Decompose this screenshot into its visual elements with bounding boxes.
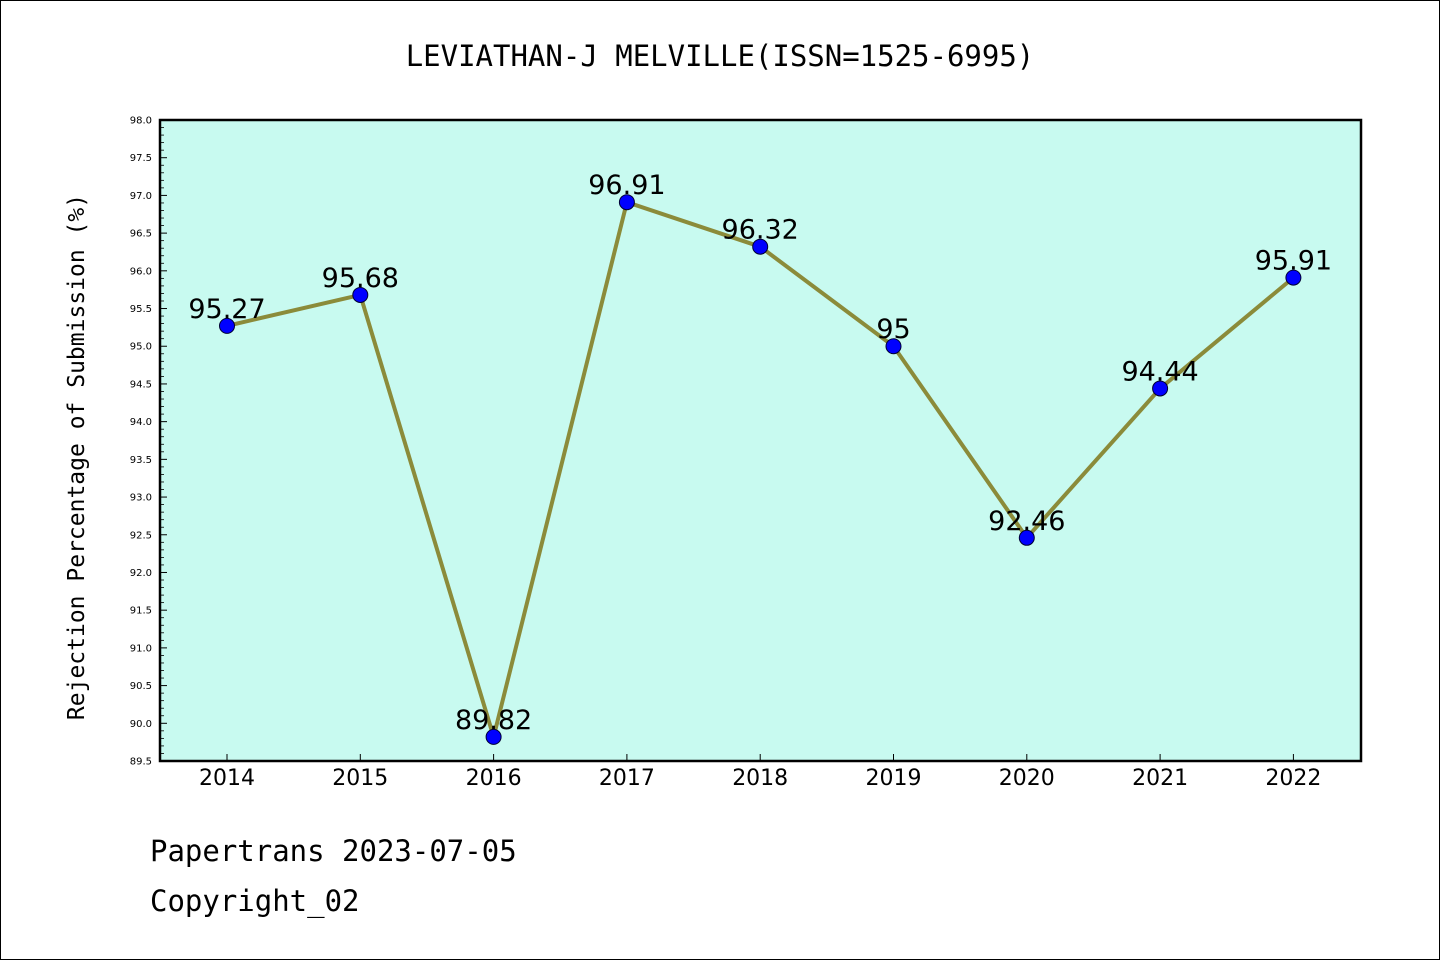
x-tick-label: 2014 <box>199 766 255 791</box>
y-tick-label: 97.0 <box>130 191 152 202</box>
plot-border <box>158 118 1363 763</box>
footer-copyright: Copyright_02 <box>150 884 360 918</box>
x-axis: 2014 2015 2016 2017 2018 2019 2020 2021 2022 <box>199 754 1321 791</box>
data-label: 96.91 <box>588 170 665 201</box>
x-tick-label: 2022 <box>1265 766 1321 791</box>
data-point <box>618 194 635 211</box>
y-axis-label: Rejection Percentage of Submission (%) <box>64 194 90 720</box>
x-tick-label: 2017 <box>599 766 655 791</box>
y-tick-label: 92.0 <box>130 568 152 579</box>
data-label: 95.91 <box>1255 246 1332 277</box>
y-axis: 89.5 90.0 90.5 91.0 91.5 92.0 92.5 93.0 93.5 94.0… <box>130 116 167 768</box>
x-tick-label: 2018 <box>732 766 788 791</box>
y-tick-label: 95.0 <box>130 342 152 353</box>
y-tick-label: 96.5 <box>130 229 152 240</box>
y-tick-label: 90.0 <box>130 719 152 730</box>
data-label: 95 <box>876 314 910 345</box>
data-label: 95.68 <box>322 263 399 294</box>
y-tick-label: 98.0 <box>130 116 152 127</box>
x-tick-label: 2020 <box>999 766 1055 791</box>
data-label: 92.46 <box>988 506 1065 537</box>
data-point <box>485 728 502 745</box>
data-point <box>752 238 769 255</box>
y-tick-label: 94.0 <box>130 417 152 428</box>
y-tick-label: 93.5 <box>130 455 152 466</box>
y-tick-label: 91.5 <box>130 606 152 617</box>
y-tick-label: 97.5 <box>130 153 152 164</box>
y-tick-label: 96.0 <box>130 266 152 277</box>
x-tick-label: 2021 <box>1132 766 1188 791</box>
y-tick-label: 95.5 <box>130 304 152 315</box>
chart-title: LEVIATHAN-J MELVILLE(ISSN=1525-6995) <box>406 39 1035 73</box>
y-tick-label: 91.0 <box>130 643 152 654</box>
y-tick-label: 94.5 <box>130 379 152 390</box>
y-tick-label: 89.5 <box>130 757 152 768</box>
data-point <box>1018 529 1035 546</box>
data-label: 95.27 <box>188 294 265 325</box>
data-point <box>352 286 369 303</box>
x-tick-label: 2015 <box>332 766 388 791</box>
plot-area <box>160 120 1361 761</box>
footer-source: Papertrans 2023-07-05 <box>150 834 517 868</box>
data-point <box>885 338 902 355</box>
y-tick-label: 90.5 <box>130 681 152 692</box>
data-label: 96.32 <box>722 215 799 246</box>
data-label: 89.82 <box>455 705 532 736</box>
data-point <box>1152 380 1169 397</box>
series-rejection: 95.27 95.68 89.82 96.91 96.32 95 92.46 94.44 95.… <box>188 170 1332 745</box>
data-point <box>219 317 235 334</box>
data-point <box>1285 269 1302 286</box>
data-label: 94.44 <box>1121 356 1198 387</box>
y-tick-label: 93.0 <box>130 493 152 504</box>
x-tick-label: 2016 <box>466 766 522 791</box>
y-tick-label: 92.5 <box>130 530 152 541</box>
x-tick-label: 2019 <box>866 766 922 791</box>
